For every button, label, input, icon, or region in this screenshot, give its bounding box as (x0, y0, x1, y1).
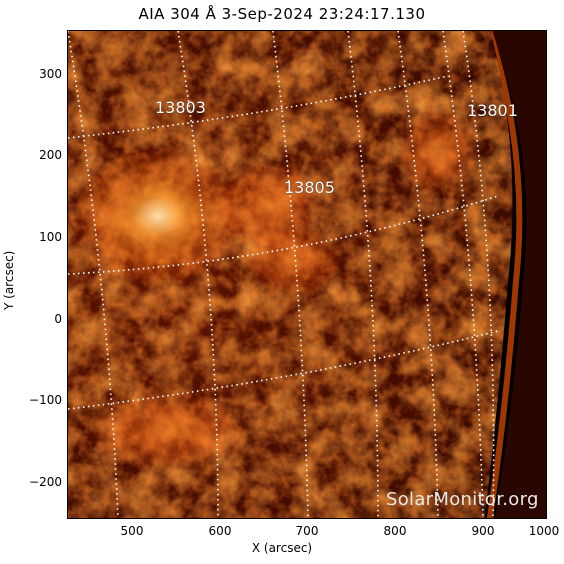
y-axis-label: Y (arcsec) (2, 250, 16, 310)
image-title: AIA 304 Å 3-Sep-2024 23:24:17.130 (138, 5, 426, 23)
credit-watermark: SolarMonitor.org (386, 489, 539, 510)
coordinate-grid (68, 31, 499, 518)
x-tick-label: 1000 (528, 524, 560, 538)
solar-image-panel (67, 30, 547, 519)
y-tick-label: 0 (54, 312, 62, 326)
region-label-13805: 13805 (284, 178, 335, 197)
x-tick-label: 700 (295, 524, 319, 538)
y-tick-label: 300 (39, 67, 62, 81)
x-tick-label: 600 (208, 524, 232, 538)
y-tick-label: 100 (39, 230, 62, 244)
solar-disk-image (68, 31, 546, 518)
x-tick-label: 900 (471, 524, 495, 538)
x-axis-label: X (arcsec) (251, 541, 313, 555)
region-label-13801: 13801 (467, 101, 518, 120)
y-tick-label: 200 (39, 148, 62, 162)
y-tick-label: −200 (29, 475, 62, 489)
x-tick-label: 800 (383, 524, 407, 538)
x-tick-label: 500 (120, 524, 144, 538)
y-tick-label: −100 (29, 393, 62, 407)
region-label-13803: 13803 (155, 98, 206, 117)
